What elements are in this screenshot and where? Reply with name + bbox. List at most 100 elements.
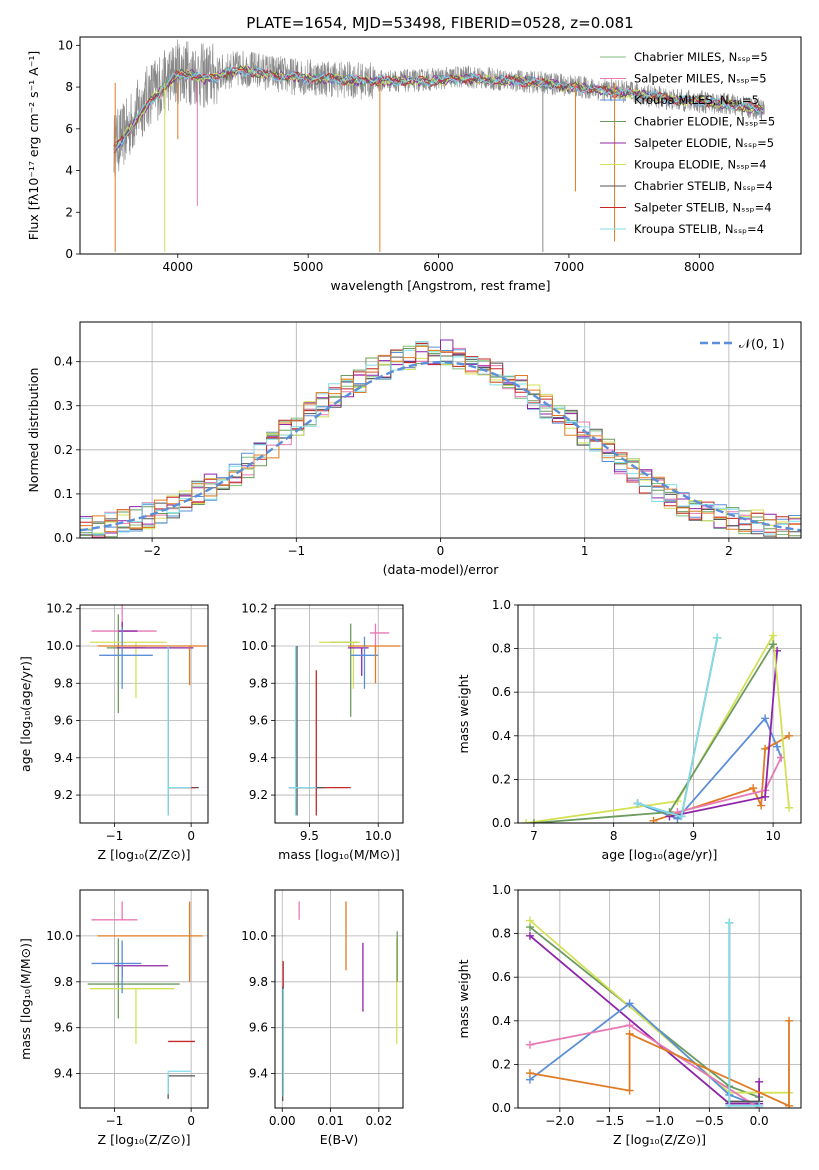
x-tick-label: −1 bbox=[287, 544, 305, 558]
y-axis-label: Normed distribution bbox=[26, 368, 41, 493]
x-tick-label: −1 bbox=[106, 1114, 124, 1128]
legend-label: Kroupa ELODIE, Nₛₛₚ=4 bbox=[634, 158, 767, 172]
weight-marker bbox=[725, 918, 734, 927]
x-axis-label: Z [log₁₀(Z/Z⊙)] bbox=[98, 847, 191, 862]
y-tick-label: 9.8 bbox=[54, 676, 73, 690]
y-axis-label: mass [log₁₀(M/M⊙)] bbox=[18, 938, 33, 1060]
legend-label: 𝒩(0, 1) bbox=[739, 336, 785, 351]
y-tick-label: 9.6 bbox=[54, 1021, 73, 1035]
x-tick-label: −0.5 bbox=[695, 1114, 724, 1128]
y-tick-label: 8 bbox=[65, 80, 73, 94]
weight-line-7 bbox=[728, 922, 760, 1103]
errorbar-point-2 bbox=[89, 641, 167, 699]
y-tick-label: 10.2 bbox=[241, 602, 268, 616]
panel-age-vs-mass: 9.5 10.0 9.2 9.4 9.6 9.8 10.0 10.2 mass [log₁₀(M… bbox=[241, 602, 404, 862]
x-axis-label: Z [log₁₀(Z/Z⊙)] bbox=[98, 1132, 191, 1147]
x-tick-label: 6000 bbox=[423, 260, 454, 274]
weight-marker bbox=[521, 819, 530, 823]
axes-frame bbox=[79, 889, 209, 1109]
y-tick-label: 10.0 bbox=[241, 639, 268, 653]
weight-line-5 bbox=[529, 1024, 760, 1108]
y-tick-label: 0.1 bbox=[54, 487, 73, 501]
y-tick-label: 1.0 bbox=[492, 598, 511, 612]
x-tick-label: 8000 bbox=[684, 260, 715, 274]
y-tick-label: 10.2 bbox=[46, 602, 73, 616]
x-tick-label: 0 bbox=[187, 1114, 195, 1128]
weight-marker bbox=[625, 1029, 634, 1038]
errorbar-point-6 bbox=[347, 645, 401, 684]
panel-mass-vs-EBV: 0.00 0.01 0.02 9.4 9.6 9.8 10.0 E(B-V) bbox=[241, 889, 404, 1147]
weight-line-4 bbox=[529, 1002, 760, 1107]
model-line-9 bbox=[113, 65, 764, 151]
axes-frame bbox=[79, 604, 209, 824]
observed-spectrum-line bbox=[113, 39, 765, 177]
weight-marker bbox=[755, 1077, 764, 1086]
y-axis-label: mass weight bbox=[456, 674, 471, 753]
errorbar-point-5 bbox=[350, 636, 379, 689]
weight-marker bbox=[525, 1069, 534, 1078]
x-tick-label: −1 bbox=[106, 829, 124, 843]
y-tick-label: 9.2 bbox=[54, 788, 73, 802]
weight-marker bbox=[761, 792, 770, 801]
weight-marker bbox=[649, 816, 658, 823]
legend-label: Salpeter STELIB, Nₛₛₚ=4 bbox=[634, 201, 772, 215]
y-tick-label: 0.6 bbox=[492, 970, 511, 984]
errorbar-point-10 bbox=[167, 645, 192, 816]
y-tick-label: 0.8 bbox=[492, 927, 511, 941]
weight-line-8 bbox=[637, 637, 719, 818]
x-tick-label: 4000 bbox=[163, 260, 194, 274]
y-tick-label: 0.0 bbox=[492, 816, 511, 830]
weight-line-1 bbox=[529, 926, 760, 1098]
legend-label: Chabrier ELODIE, Nₛₛₚ=5 bbox=[634, 115, 775, 129]
plot-area-age-vs-Z bbox=[89, 605, 207, 816]
errorbar-point-2 bbox=[319, 641, 361, 689]
panel-residuals: −2 −1 0 1 2 0.0 0.1 0.2 0.3 0.4 (data-model)/error… bbox=[26, 321, 802, 577]
weight-line-5 bbox=[525, 632, 790, 823]
errorbar-point-1 bbox=[87, 938, 180, 1019]
weight-line-6 bbox=[533, 643, 774, 823]
axes-frame bbox=[79, 36, 802, 255]
errorbar-point-1 bbox=[106, 614, 146, 714]
model-line-6 bbox=[113, 65, 764, 150]
x-tick-label: 5000 bbox=[293, 260, 324, 274]
errorbar-point-7 bbox=[288, 670, 351, 816]
weight-line-8 bbox=[728, 922, 760, 1107]
x-tick-label: −2.0 bbox=[545, 1114, 574, 1128]
errorbar-point-6 bbox=[99, 627, 153, 689]
plot-area-weight-vs-Z bbox=[525, 916, 794, 1108]
histogram-10 bbox=[80, 345, 801, 538]
weight-marker bbox=[755, 1101, 764, 1108]
weight-marker bbox=[525, 931, 534, 940]
y-tick-label: 10.0 bbox=[46, 639, 73, 653]
errorbar-point-6 bbox=[97, 901, 203, 982]
errorbar-point-9 bbox=[167, 1070, 192, 1095]
weight-marker bbox=[529, 819, 538, 823]
x-axis-label: wavelength [Angstrom, rest frame] bbox=[330, 278, 550, 293]
y-tick-label: 9.8 bbox=[54, 975, 73, 989]
y-tick-label: 9.4 bbox=[249, 1067, 268, 1081]
y-tick-label: 10.0 bbox=[241, 929, 268, 943]
axes-frame bbox=[517, 604, 802, 824]
weight-marker bbox=[625, 999, 634, 1008]
y-axis-label: mass weight bbox=[456, 959, 471, 1038]
y-tick-label: 10 bbox=[58, 38, 73, 52]
y-tick-label: 9.8 bbox=[249, 975, 268, 989]
x-tick-label: −1.5 bbox=[595, 1114, 624, 1128]
y-tick-label: 0.0 bbox=[492, 1101, 511, 1115]
x-axis-label: age [log₁₀(age/yr)] bbox=[602, 847, 718, 862]
weight-marker bbox=[769, 631, 778, 640]
x-tick-label: 0.02 bbox=[365, 1114, 392, 1128]
x-tick-label: −1.0 bbox=[645, 1114, 674, 1128]
x-tick-label: 0.0 bbox=[750, 1114, 769, 1128]
panel-spectrum: 4000 5000 6000 7000 8000 0 2 4 6 8 10 wavelength [A… bbox=[26, 36, 802, 293]
weight-marker bbox=[625, 1086, 634, 1095]
y-tick-label: 0.2 bbox=[492, 1057, 511, 1071]
figure-title: PLATE=1654, MJD=53498, FIBERID=0528, z=0… bbox=[246, 14, 633, 32]
y-tick-label: 0.0 bbox=[54, 531, 73, 545]
y-axis-label: age [log₁₀(age/yr)] bbox=[18, 656, 33, 772]
weight-marker bbox=[785, 1101, 794, 1108]
y-tick-label: 0.2 bbox=[54, 443, 73, 457]
y-tick-label: 0.3 bbox=[54, 399, 73, 413]
x-tick-label: 0.01 bbox=[317, 1114, 344, 1128]
weight-marker bbox=[785, 731, 794, 740]
